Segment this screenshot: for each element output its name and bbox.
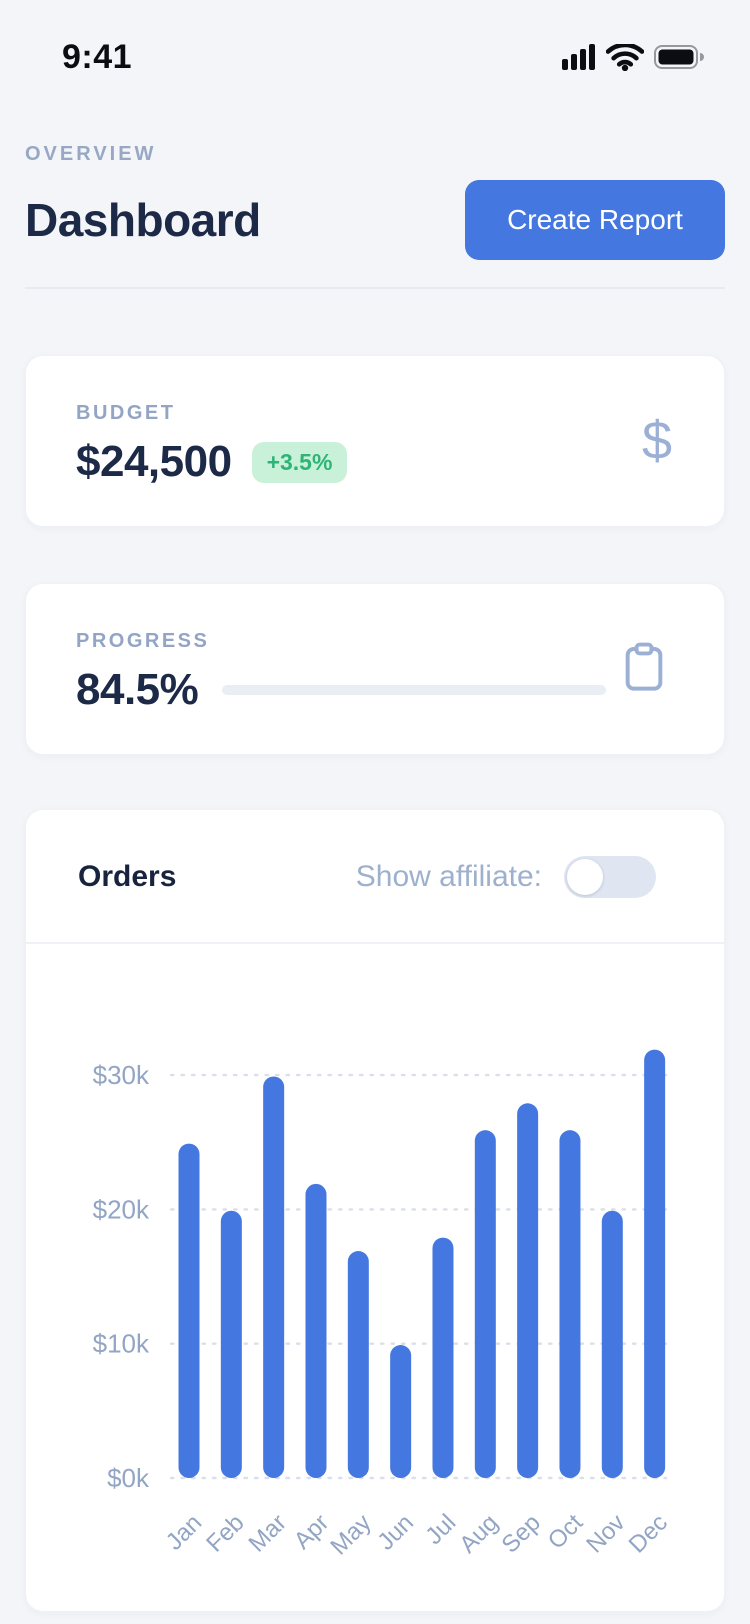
x-label-oct: Oct <box>543 1509 589 1555</box>
orders-card: Orders Show affiliate: $30k $20k $10k $0k Ja… <box>25 809 725 1612</box>
y-tick-$20k: $20k <box>93 1194 150 1224</box>
progress-card: PROGRESS 84.5% <box>25 583 725 755</box>
dollar-sign-icon: $ <box>641 411 672 471</box>
bar-apr <box>305 1183 327 1478</box>
x-label-jan: Jan <box>161 1509 207 1555</box>
cellular-signal-icon <box>562 44 595 70</box>
status-icons <box>562 43 704 71</box>
budget-value: $24,500 <box>76 437 232 486</box>
status-time: 9:41 <box>62 37 133 76</box>
orders-title: Orders <box>78 860 177 893</box>
x-label-jul: Jul <box>420 1509 461 1550</box>
header-divider <box>25 287 725 289</box>
bar-jan <box>178 1143 200 1478</box>
progress-bar-track <box>222 685 607 695</box>
section-eyebrow: OVERVIEW <box>25 143 157 165</box>
orders-divider <box>26 942 724 944</box>
bar-mar <box>263 1076 285 1478</box>
bar-jul <box>432 1237 454 1478</box>
bar-dec <box>644 1049 666 1478</box>
bar-sep <box>517 1103 539 1478</box>
wifi-icon <box>606 43 644 71</box>
battery-icon <box>654 45 704 69</box>
bar-nov <box>601 1210 623 1478</box>
show-affiliate-label: Show affiliate: <box>355 860 542 893</box>
x-label-feb: Feb <box>201 1509 249 1557</box>
bar-aug <box>474 1130 496 1478</box>
x-label-sep: Sep <box>497 1509 546 1558</box>
x-label-jun: Jun <box>372 1509 418 1555</box>
orders-header: Orders Show affiliate: <box>26 810 724 898</box>
page-header: OVERVIEW Dashboard Create Report <box>25 143 725 289</box>
x-label-dec: Dec <box>624 1509 673 1558</box>
budget-card: BUDGET $24,500 +3.5% $ <box>25 355 725 527</box>
y-tick-$30k: $30k <box>93 1060 150 1090</box>
progress-value: 84.5% <box>76 665 199 714</box>
page-title: Dashboard <box>25 194 261 246</box>
toggle-knob <box>567 859 603 895</box>
x-label-aug: Aug <box>454 1509 503 1558</box>
x-label-mar: Mar <box>244 1509 292 1557</box>
bar-jun <box>390 1345 412 1478</box>
bar-oct <box>559 1130 581 1478</box>
budget-delta-badge: +3.5% <box>251 441 348 483</box>
y-tick-$0k: $0k <box>107 1463 150 1493</box>
bar-feb <box>220 1210 242 1478</box>
y-tick-$10k: $10k <box>93 1329 150 1359</box>
show-affiliate-toggle[interactable] <box>564 856 656 898</box>
clipboard-icon <box>616 639 672 700</box>
x-label-nov: Nov <box>581 1509 630 1558</box>
bar-may <box>347 1251 369 1478</box>
progress-label: PROGRESS <box>76 630 210 652</box>
x-label-may: May <box>325 1509 376 1560</box>
create-report-button[interactable]: Create Report <box>465 180 725 260</box>
x-label-apr: Apr <box>289 1509 335 1555</box>
budget-label: BUDGET <box>76 402 176 424</box>
status-bar: 9:41 <box>0 0 750 88</box>
